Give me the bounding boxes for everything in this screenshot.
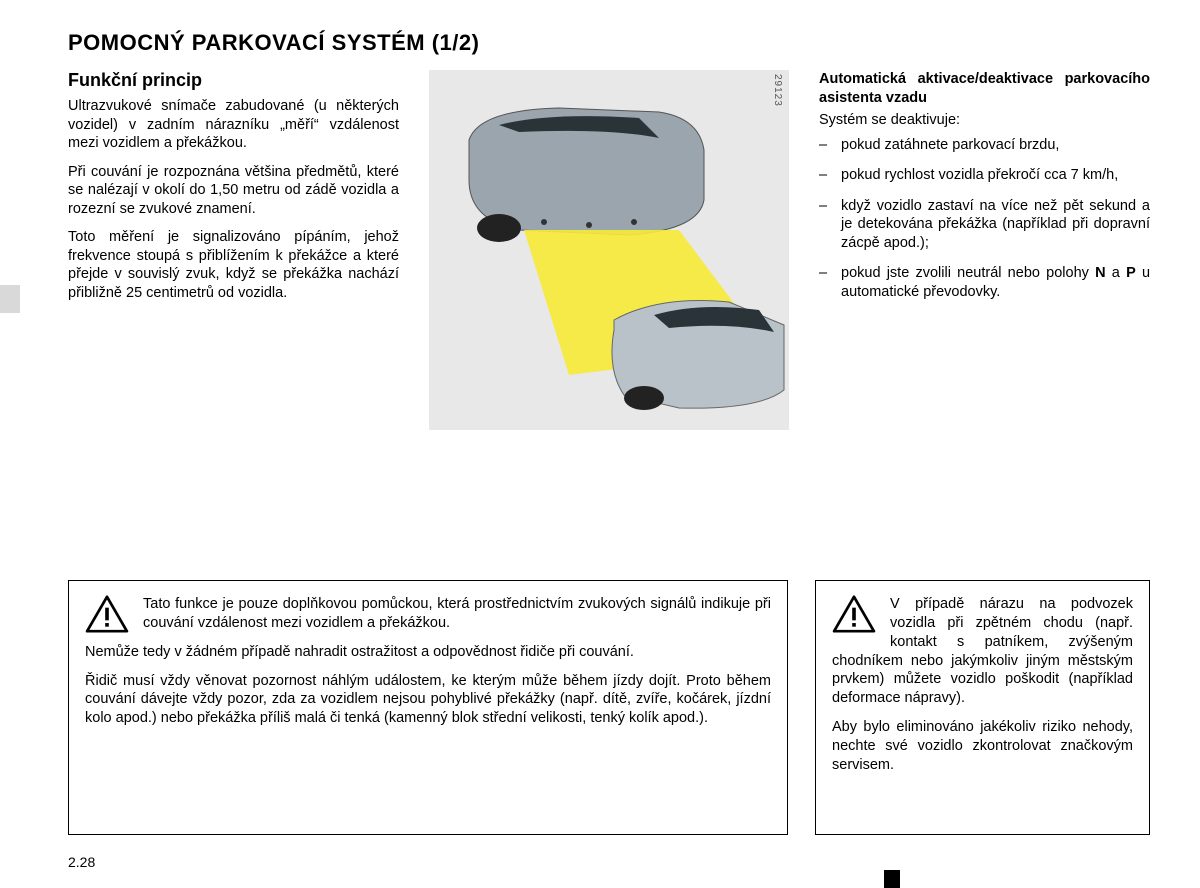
right-column: Automatická aktivace/deaktivace parkovac… [819, 70, 1150, 430]
manual-page: POMOCNÝ PARKOVACÍ SYSTÉM (1/2) Funkční p… [0, 0, 1200, 888]
middle-column: 29123 [429, 70, 789, 430]
warn-left-p1: Tato funkce je pouze doplňkovou pomůckou… [85, 595, 771, 633]
page-title: POMOCNÝ PARKOVACÍ SYSTÉM (1/2) [68, 30, 1150, 56]
list-item: pokud jste zvolili neutrál nebo polohy N… [819, 264, 1150, 301]
warning-box-right: V případě nárazu na podvo­zek vozidla př… [815, 580, 1150, 835]
page-number: 2.28 [68, 854, 95, 870]
warning-icon [85, 595, 129, 638]
right-heading: Automatická aktivace/deaktivace parkovac… [819, 70, 1150, 107]
parking-scene-illustration [429, 70, 789, 430]
left-heading: Funkční princip [68, 70, 399, 91]
warning-icon [832, 595, 876, 638]
parking-assist-figure: 29123 [429, 70, 789, 430]
warn-left-p2: Nemůže tedy v žádném případě nahradit os… [85, 643, 771, 662]
left-column: Funkční princip Ultrazvukové snímače zab… [68, 70, 399, 430]
list-item: pokud zatáhnete parkovací brzdu, [819, 136, 1150, 155]
warn-right-p2: Aby bylo eliminováno jakékoliv riziko ne… [832, 718, 1133, 775]
list-item: když vozidlo zastaví na více než pět sek… [819, 197, 1150, 253]
warn-right-p1: V případě nárazu na podvo­zek vozidla př… [832, 595, 1133, 708]
figure-image-number: 29123 [772, 74, 783, 107]
deactivation-list: pokud zatáhnete parkovací brzdu, pokud r… [819, 136, 1150, 302]
left-paragraph-2: Při couvání je rozpoznána většina před­m… [68, 163, 399, 219]
right-intro: Systém se deaktivuje: [819, 111, 1150, 130]
warn-left-p3: Řidič musí vždy věnovat pozornost náhlým… [85, 672, 771, 729]
warning-box-left: Tato funkce je pouze doplňkovou pomůckou… [68, 580, 788, 835]
list-item: pokud rychlost vozidla překročí cca 7 km… [819, 166, 1150, 185]
content-columns: Funkční princip Ultrazvukové snímače zab… [68, 70, 1150, 430]
left-paragraph-1: Ultrazvukové snímače zabudované (u ně­kt… [68, 97, 399, 153]
crop-mark [884, 870, 900, 888]
left-paragraph-3: Toto měření je signalizováno pípáním, je… [68, 228, 399, 302]
